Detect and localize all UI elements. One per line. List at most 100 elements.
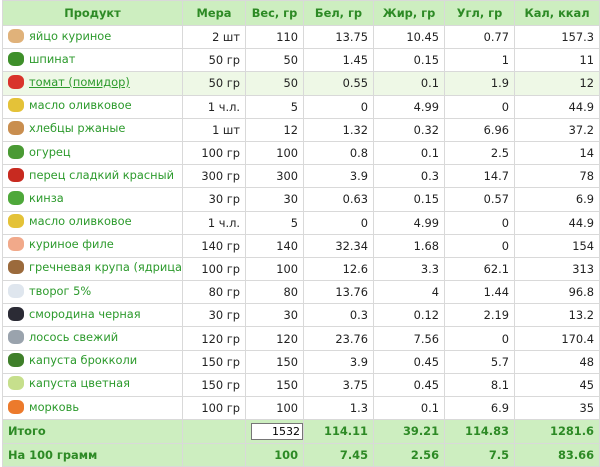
product-row: капуста брокколи 150 гр 150 3.9 0.45 5.7 48 [2, 349, 600, 374]
product-name-cell: творог 5% [2, 280, 183, 305]
cell-protein: 3.9 [303, 164, 374, 189]
cell-protein: 0.63 [303, 187, 374, 212]
cell-weight: 300 [245, 164, 304, 189]
product-link[interactable]: морковь [8, 399, 79, 414]
cell-fat: 0.1 [373, 140, 445, 166]
total-weight-cell [245, 419, 304, 444]
cell-measure: 30 гр [182, 303, 246, 328]
product-link[interactable]: капуста цветная [8, 376, 130, 391]
col-header-weight[interactable]: Вес, гр [245, 0, 304, 26]
cell-measure: 50 гр [182, 48, 246, 73]
total-kcal: 1281.6 [514, 419, 600, 444]
product-name: кинза [29, 190, 64, 205]
product-link[interactable]: куриное филе [8, 237, 114, 252]
salmon-icon [8, 330, 24, 345]
product-name: томат (помидор) [29, 74, 130, 89]
col-header-protein[interactable]: Бел, гр [303, 0, 374, 26]
cell-protein: 0.3 [303, 303, 374, 328]
spinach-icon [8, 51, 24, 66]
cell-measure: 80 гр [182, 280, 246, 305]
cell-fat: 0.45 [373, 349, 445, 374]
product-link[interactable]: лосось свежий [8, 330, 118, 345]
cell-fat: 4.99 [373, 210, 445, 235]
cell-fat: 4 [373, 280, 445, 305]
cell-kcal: 157.3 [514, 24, 600, 50]
cell-carbs: 2.19 [444, 303, 515, 328]
cell-protein: 32.34 [303, 233, 374, 258]
cell-fat: 1.68 [373, 233, 445, 258]
product-name: хлебцы ржаные [29, 121, 126, 136]
cell-kcal: 48 [514, 349, 600, 374]
cell-kcal: 45 [514, 372, 600, 398]
cell-weight: 100 [245, 140, 304, 166]
product-name: капуста цветная [29, 376, 130, 391]
product-link[interactable]: хлебцы ржаные [8, 121, 126, 136]
product-name-cell: лосось свежий [2, 326, 183, 351]
product-link[interactable]: смородина черная [8, 306, 141, 321]
cottage-cheese-icon [8, 283, 24, 298]
cell-weight: 30 [245, 303, 304, 328]
olive-oil-icon [8, 214, 24, 229]
product-row: яйцо куриное 2 шт 110 13.75 10.45 0.77 157.3 [2, 24, 600, 50]
col-header-kcal[interactable]: Кал, ккал [514, 0, 600, 26]
product-link[interactable]: капуста брокколи [8, 353, 137, 368]
cell-measure: 1 ч.л. [182, 94, 246, 119]
product-row: творог 5% 80 гр 80 13.76 4 1.44 96.8 [2, 280, 600, 305]
product-link[interactable]: огурец [8, 144, 71, 159]
cell-kcal: 14 [514, 140, 600, 166]
cell-protein: 3.9 [303, 349, 374, 374]
product-link[interactable]: перец сладкий красный [8, 167, 174, 182]
product-name-cell: хлебцы ржаные [2, 117, 183, 142]
cell-carbs: 2.5 [444, 140, 515, 166]
cell-kcal: 37.2 [514, 117, 600, 142]
product-name-cell: гречневая крупа (ядрица) [2, 256, 183, 282]
cell-kcal: 13.2 [514, 303, 600, 328]
product-name-cell: масло оливковое [2, 210, 183, 235]
total-weight-input[interactable] [251, 422, 303, 440]
chicken-fillet-icon [8, 237, 24, 252]
product-link[interactable]: творог 5% [8, 283, 91, 298]
per-100g-label: На 100 грамм [2, 442, 183, 467]
col-header-carbs[interactable]: Угл, гр [444, 0, 515, 26]
olive-oil-icon [8, 98, 24, 113]
carrot-icon [8, 399, 24, 414]
col-header-measure[interactable]: Мера [182, 0, 246, 26]
per-100g-kcal: 83.66 [514, 442, 600, 467]
cell-carbs: 1.9 [444, 71, 515, 96]
total-label: Итого [2, 419, 183, 444]
product-row: хлебцы ржаные 1 шт 12 1.32 0.32 6.96 37.2 [2, 117, 600, 142]
product-name: гречневая крупа (ядрица) [29, 260, 183, 275]
product-link[interactable]: томат (помидор) [8, 74, 130, 89]
cell-fat: 0.3 [373, 164, 445, 189]
product-link[interactable]: кинза [8, 190, 64, 205]
cell-measure: 30 гр [182, 187, 246, 212]
egg-icon [8, 28, 24, 43]
cell-weight: 50 [245, 48, 304, 73]
product-name: перец сладкий красный [29, 167, 174, 182]
cell-fat: 7.56 [373, 326, 445, 351]
per-100g-row: На 100 грамм 100 7.45 2.56 7.5 83.66 [2, 442, 600, 467]
cell-protein: 0 [303, 210, 374, 235]
product-link[interactable]: шпинат [8, 51, 75, 66]
product-link[interactable]: гречневая крупа (ядрица) [8, 260, 183, 275]
product-link[interactable]: яйцо куриное [8, 28, 111, 43]
cell-kcal: 78 [514, 164, 600, 189]
product-link[interactable]: масло оливковое [8, 214, 132, 229]
cell-kcal: 12 [514, 71, 600, 96]
cell-fat: 0.32 [373, 117, 445, 142]
col-header-product[interactable]: Продукт [2, 0, 183, 26]
cell-kcal: 313 [514, 256, 600, 282]
cell-measure: 120 гр [182, 326, 246, 351]
crispbread-icon [8, 121, 24, 136]
cell-kcal: 11 [514, 48, 600, 73]
product-link[interactable]: масло оливковое [8, 98, 132, 113]
cell-measure: 2 шт [182, 24, 246, 50]
col-header-fat[interactable]: Жир, гр [373, 0, 445, 26]
cell-weight: 100 [245, 395, 304, 421]
cell-protein: 12.6 [303, 256, 374, 282]
cell-measure: 150 гр [182, 372, 246, 398]
cell-carbs: 6.9 [444, 395, 515, 421]
blackcurrant-icon [8, 306, 24, 321]
cell-fat: 0.15 [373, 187, 445, 212]
cell-carbs: 14.7 [444, 164, 515, 189]
